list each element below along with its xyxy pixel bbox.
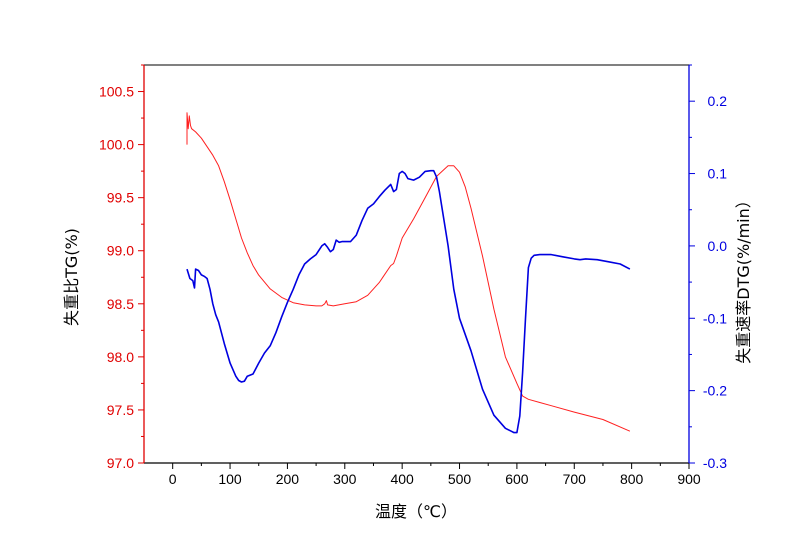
left-y-tick-label: 98.0	[107, 349, 134, 365]
left-y-tick-label: 100.0	[99, 137, 134, 153]
right-y-tick-label: 0.1	[708, 166, 728, 182]
x-tick-label: 700	[563, 471, 587, 487]
x-tick-label: 800	[620, 471, 644, 487]
x-tick-label: 400	[390, 471, 414, 487]
left-y-tick-label: 98.5	[107, 296, 134, 312]
x-axis: 0 100 200 300 400 500 600 700 800 900	[169, 463, 701, 487]
x-tick-label: 600	[505, 471, 529, 487]
right-y-tick-label: 0.0	[708, 238, 728, 254]
series-layer	[186, 112, 631, 434]
right-y-tick-label: 0.2	[708, 93, 728, 109]
right-y-tick-label: -0.1	[703, 310, 727, 326]
x-tick-label: 900	[677, 471, 701, 487]
x-axis-title: 温度（℃）	[375, 502, 457, 521]
right-y-tick-label: -0.3	[703, 455, 727, 471]
left-y-tick-label: 100.5	[99, 84, 134, 100]
x-tick-label: 100	[218, 471, 242, 487]
x-tick-label: 300	[333, 471, 357, 487]
left-y-tick-label: 99.5	[107, 190, 134, 206]
plot-frame	[143, 64, 690, 464]
tg-series-line	[186, 112, 631, 432]
left-y-tick-label: 97.0	[107, 455, 134, 471]
dtg-series-line	[186, 169, 631, 434]
left-y-axis-title: 失重比TG(%)	[62, 228, 81, 326]
right-y-axis-title: 失重速率DTG(%/min）	[734, 192, 753, 364]
right-y-tick-label: -0.2	[703, 383, 727, 399]
x-tick-label: 500	[448, 471, 472, 487]
right-y-axis: -0.3 -0.2 -0.1 0.0 0.1 0.2	[689, 64, 728, 471]
left-y-tick-label: 99.0	[107, 243, 134, 259]
x-tick-label: 200	[276, 471, 300, 487]
x-tick-label: 0	[169, 471, 177, 487]
left-y-tick-label: 97.5	[107, 402, 134, 418]
left-y-axis: 97.0 97.5 98.0 98.5 99.0 99.5 100.0 100.5	[99, 64, 144, 471]
